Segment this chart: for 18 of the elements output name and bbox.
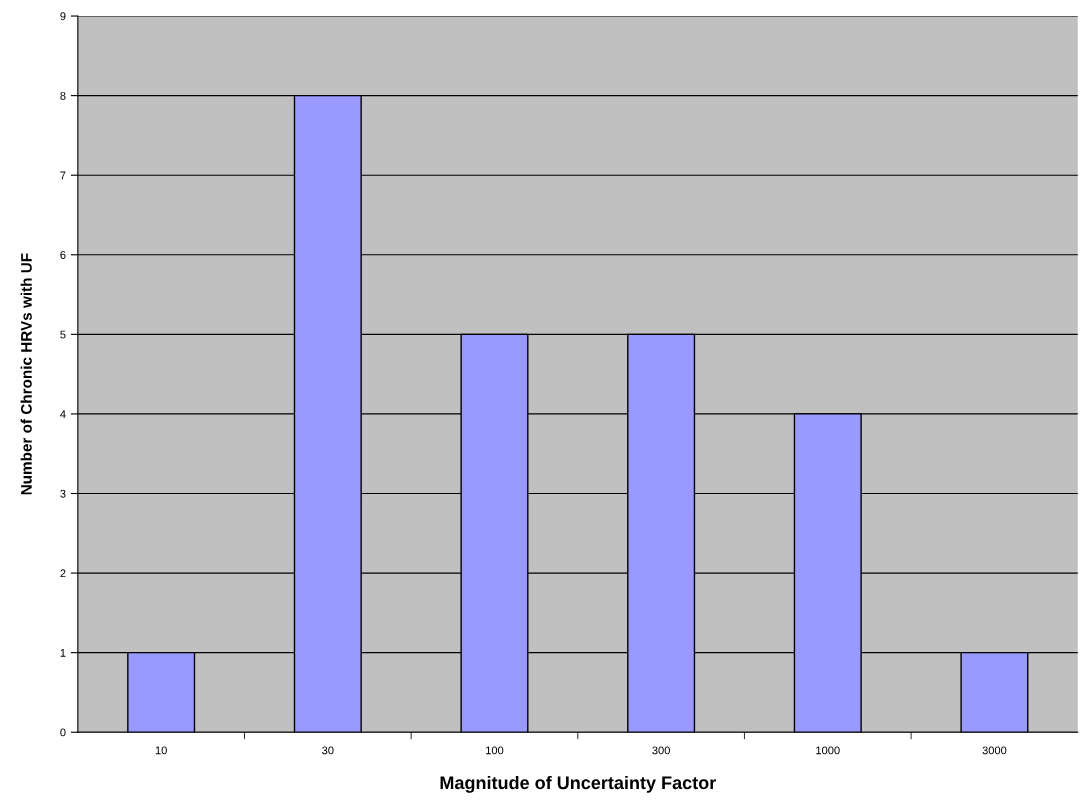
- y-tick-label: 8: [60, 91, 66, 100]
- x-tick-label: 300: [652, 746, 670, 755]
- y-tick-label: 2: [60, 569, 66, 578]
- x-axis-title: Magnitude of Uncertainty Factor: [440, 775, 716, 793]
- x-tick-label: 10: [155, 746, 167, 755]
- x-tick-label: 100: [486, 746, 504, 755]
- y-tick-label: 4: [60, 410, 66, 418]
- y-tick-label: 1: [60, 649, 66, 657]
- y-tick-label: 7: [60, 171, 66, 180]
- x-tick-label: 30: [322, 746, 334, 755]
- y-tick-label: 9: [60, 12, 66, 21]
- y-tick-label: 3: [60, 489, 66, 498]
- y-tick-label: 6: [60, 251, 66, 259]
- y-tick-label: 0: [60, 728, 66, 737]
- y-axis-title: Number of Chronic HRVs with UF: [20, 253, 32, 495]
- x-tick-label: 3000: [982, 746, 1007, 755]
- x-tick-label: 1000: [816, 746, 840, 755]
- y-tick-label: 5: [60, 330, 66, 339]
